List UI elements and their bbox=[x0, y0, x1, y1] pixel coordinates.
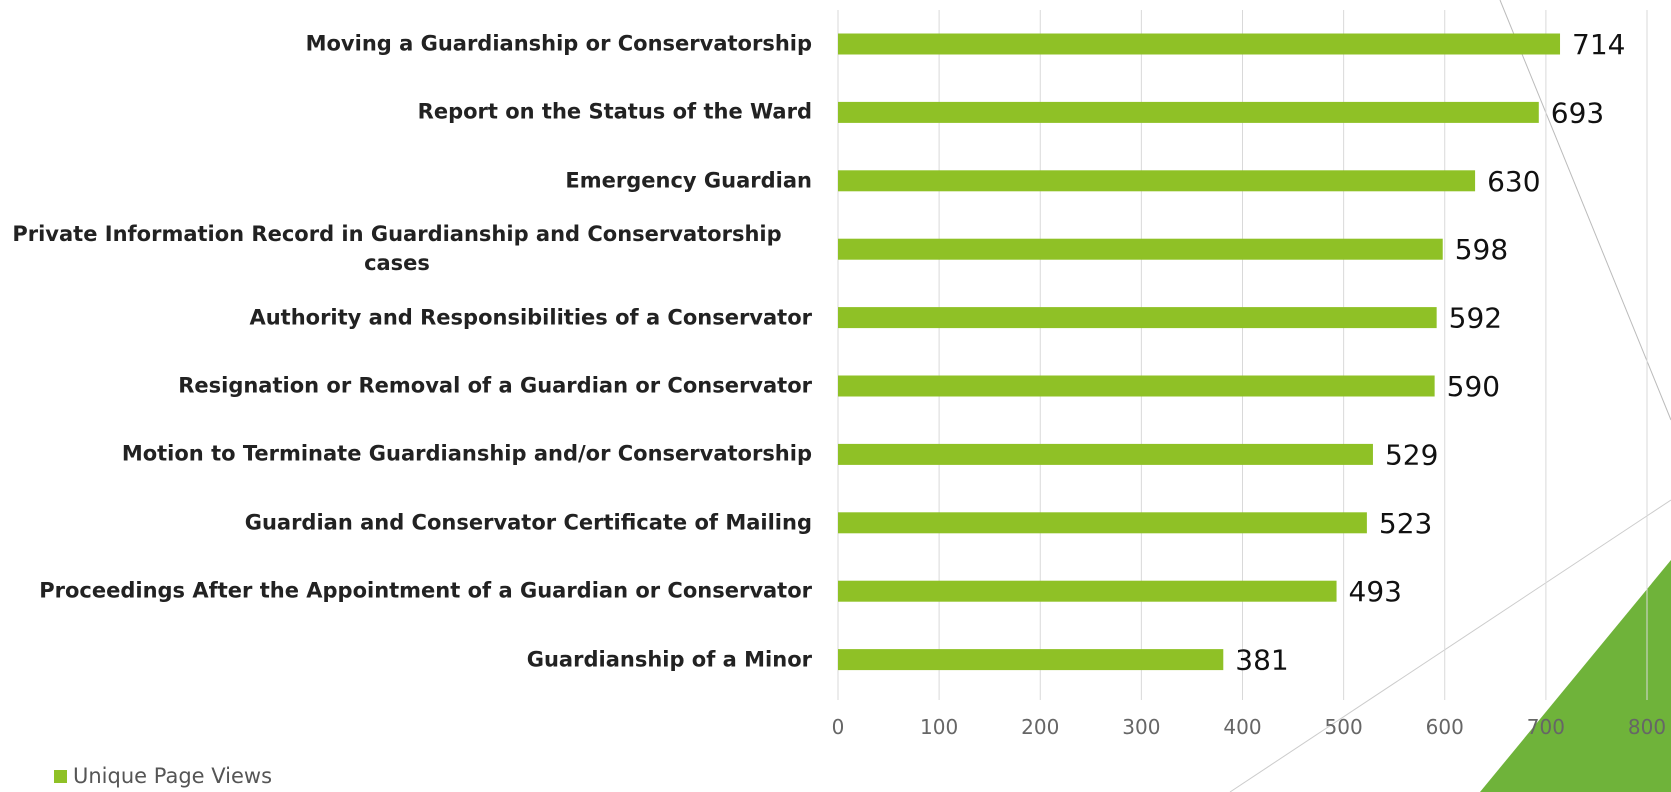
category-label: Report on the Status of the Ward bbox=[0, 98, 812, 127]
x-tick-label: 500 bbox=[1325, 715, 1363, 739]
bar bbox=[838, 101, 1539, 123]
data-label: 714 bbox=[1572, 28, 1625, 61]
category-text: Emergency Guardian bbox=[565, 168, 812, 193]
bar bbox=[838, 375, 1435, 397]
category-label: Authority and Responsibilities of a Cons… bbox=[0, 303, 812, 332]
data-label: 598 bbox=[1455, 233, 1508, 266]
data-label: 590 bbox=[1447, 370, 1500, 403]
data-label: 630 bbox=[1487, 165, 1540, 198]
decoration bbox=[1229, 499, 1671, 792]
category-label: Emergency Guardian bbox=[0, 166, 812, 195]
data-label: 592 bbox=[1449, 302, 1502, 335]
bar bbox=[838, 512, 1367, 534]
bar bbox=[838, 307, 1437, 329]
category-text: Motion to Terminate Guardianship and/or … bbox=[121, 441, 812, 466]
legend-swatch bbox=[54, 769, 67, 783]
category-text: Moving a Guardianship or Conservatorship bbox=[305, 31, 812, 56]
category-label: Resignation or Removal of a Guardian or … bbox=[0, 372, 812, 401]
x-tick-label: 200 bbox=[1021, 715, 1059, 739]
data-label: 529 bbox=[1385, 438, 1438, 471]
x-tick-label: 0 bbox=[832, 715, 845, 739]
bar bbox=[838, 649, 1224, 671]
bar bbox=[838, 443, 1373, 465]
x-tick-label: 300 bbox=[1122, 715, 1160, 739]
category-text: Authority and Responsibilities of a Cons… bbox=[249, 305, 812, 330]
data-label: 381 bbox=[1235, 644, 1288, 677]
bar bbox=[838, 580, 1337, 602]
category-label: Moving a Guardianship or Conservatorship bbox=[0, 30, 812, 59]
decoration bbox=[1480, 560, 1671, 792]
category-text: Private Information Record in Guardiansh… bbox=[12, 222, 782, 276]
category-label: Motion to Terminate Guardianship and/or … bbox=[0, 440, 812, 469]
category-text: Guardian and Conservator Certificate of … bbox=[244, 510, 812, 535]
data-label: 493 bbox=[1349, 575, 1402, 608]
category-label: Guardianship of a Minor bbox=[0, 645, 812, 674]
data-label: 523 bbox=[1379, 507, 1432, 540]
category-label: Private Information Record in Guardiansh… bbox=[0, 220, 812, 278]
x-tick-label: 700 bbox=[1527, 715, 1565, 739]
decoration bbox=[1499, 0, 1671, 421]
legend: Unique Page Views bbox=[54, 764, 272, 788]
legend-label: Unique Page Views bbox=[73, 764, 273, 788]
category-label: Guardian and Conservator Certificate of … bbox=[0, 508, 812, 537]
x-tick-label: 600 bbox=[1426, 715, 1464, 739]
x-tick-label: 100 bbox=[920, 715, 958, 739]
category-text: Guardianship of a Minor bbox=[526, 647, 812, 672]
data-label: 693 bbox=[1551, 96, 1604, 129]
category-text: Proceedings After the Appointment of a G… bbox=[39, 578, 812, 603]
category-text: Report on the Status of the Ward bbox=[417, 99, 812, 124]
category-label: Proceedings After the Appointment of a G… bbox=[0, 577, 812, 606]
x-tick-label: 800 bbox=[1628, 715, 1666, 739]
bar bbox=[838, 238, 1443, 260]
bar bbox=[838, 170, 1476, 192]
x-tick-label: 400 bbox=[1223, 715, 1261, 739]
bar bbox=[838, 33, 1561, 55]
category-text: Resignation or Removal of a Guardian or … bbox=[178, 373, 812, 398]
